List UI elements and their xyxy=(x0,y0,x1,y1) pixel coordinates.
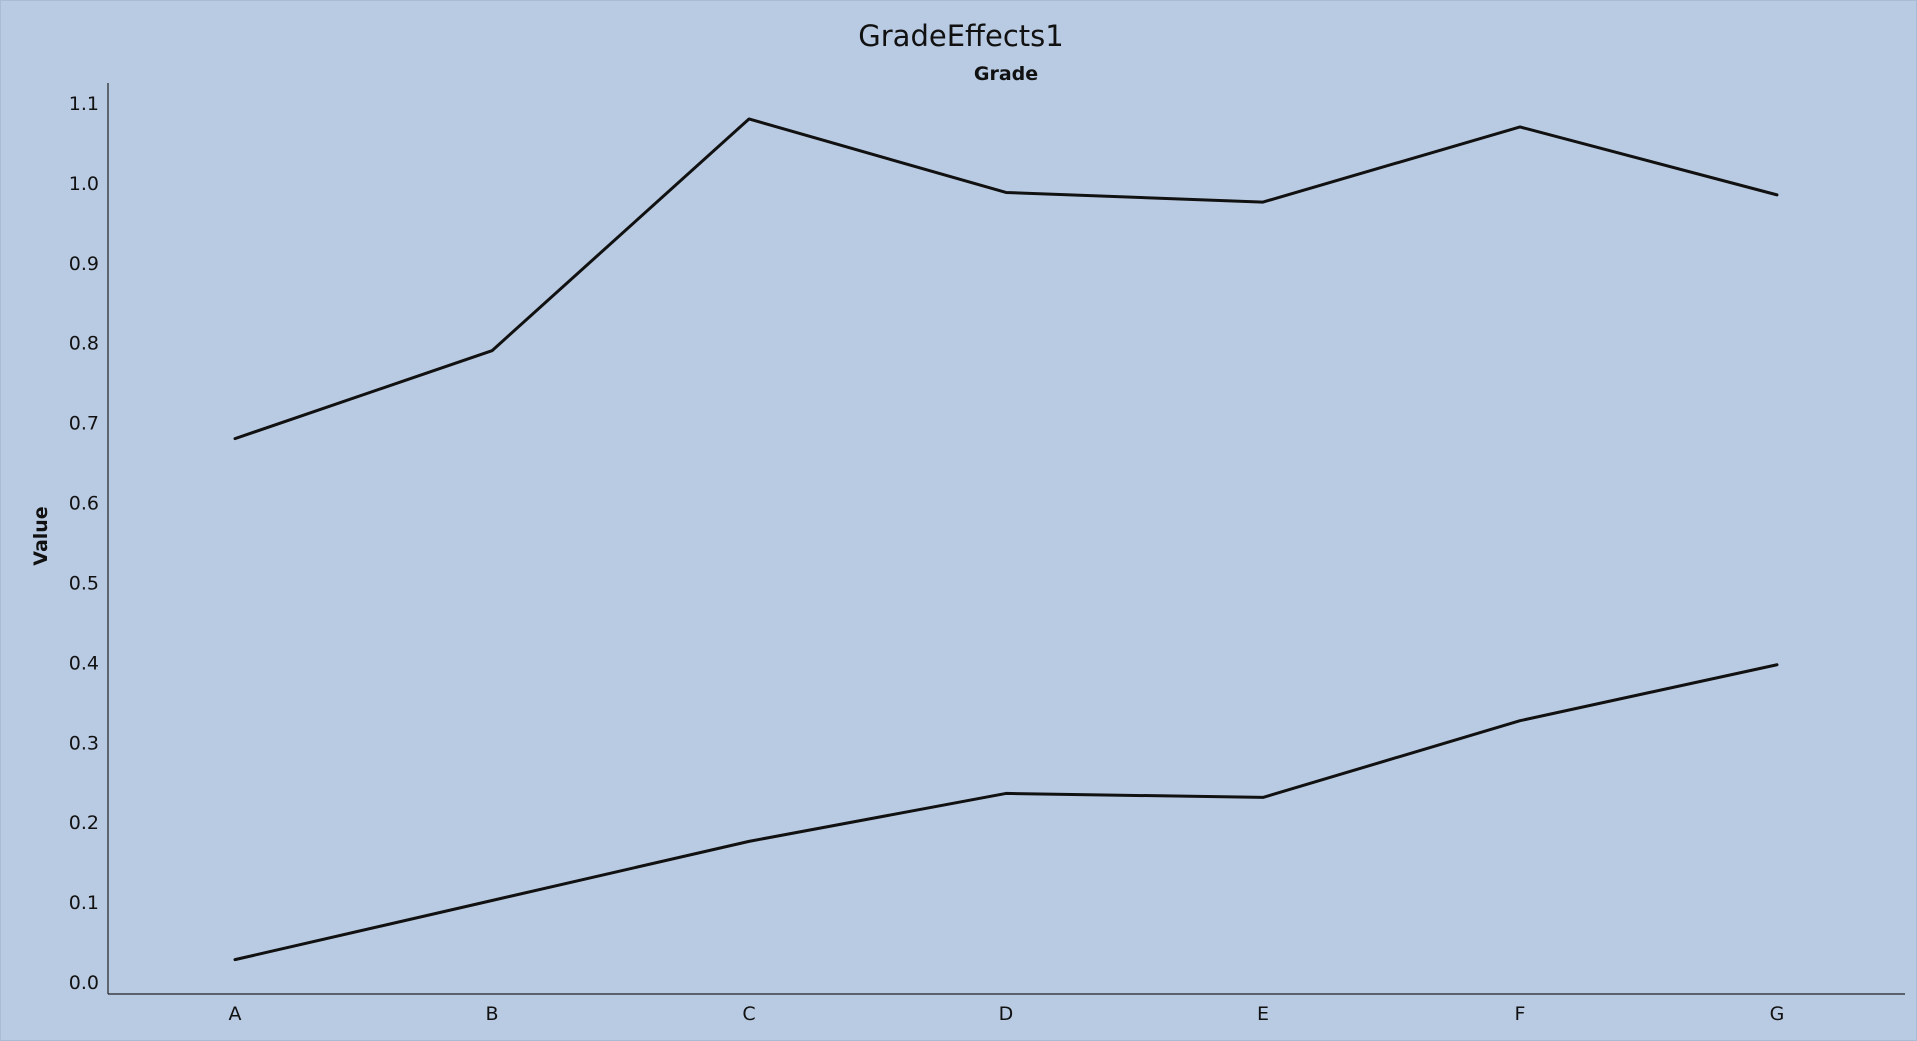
x-tick-label: A xyxy=(229,1003,242,1025)
x-tick-label: F xyxy=(1515,1003,1526,1025)
y-axis-label: Value xyxy=(30,506,52,565)
y-tick-label: 0.9 xyxy=(69,253,99,275)
y-tick-label: 0.3 xyxy=(69,732,99,754)
y-tick-label: 0.1 xyxy=(69,892,99,914)
series-group xyxy=(233,117,1779,962)
x-tick-label: E xyxy=(1257,1003,1269,1025)
x-tick-label: G xyxy=(1770,1003,1785,1025)
chart-subtitle: Grade xyxy=(974,63,1038,85)
y-tick-group: 0.0 0.1 0.2 0.3 0.4 0.5 0.6 0.7 0.8 0.9 1.0 1.1 xyxy=(69,93,99,994)
y-tick-label: 0.0 xyxy=(69,972,99,994)
x-tick-group: A B C D E F G xyxy=(229,1003,1785,1025)
y-tick-label: 0.6 xyxy=(69,493,99,515)
y-tick-label: 1.1 xyxy=(69,93,99,115)
y-tick-label: 0.5 xyxy=(69,572,99,594)
x-tick-label: B xyxy=(485,1003,498,1025)
chart-title: GradeEffects1 xyxy=(858,19,1063,53)
y-tick-label: 1.0 xyxy=(69,173,99,195)
y-tick-label: 0.8 xyxy=(69,333,99,355)
x-tick-label: D xyxy=(999,1003,1014,1025)
x-tick-label: C xyxy=(742,1003,755,1025)
y-tick-label: 0.2 xyxy=(69,812,99,834)
series-line-1 xyxy=(233,117,1779,441)
y-tick-label: 0.7 xyxy=(69,413,99,435)
y-tick-label: 0.4 xyxy=(69,652,99,674)
series-line-2 xyxy=(233,663,1779,962)
